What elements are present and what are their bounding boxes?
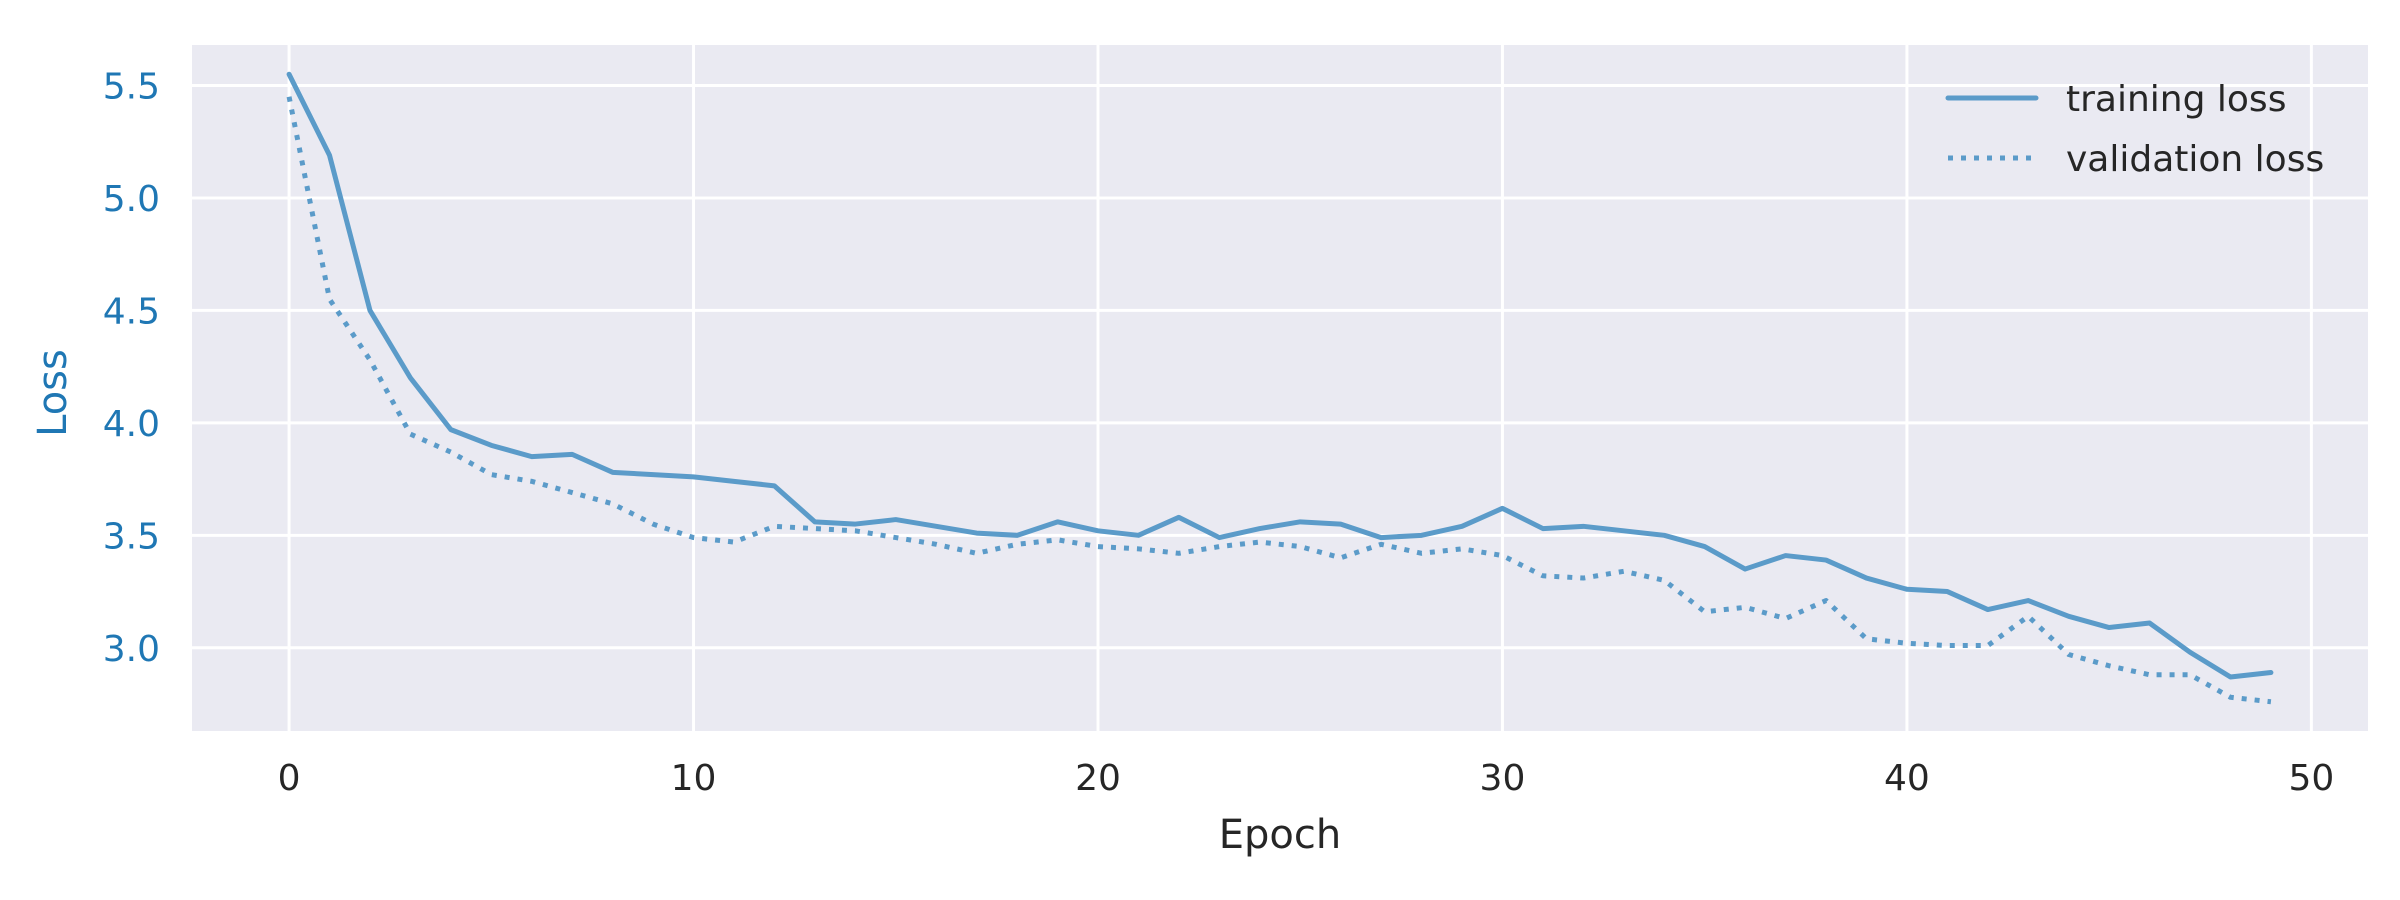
y-tick-label: 3.0 (103, 629, 160, 670)
x-tick-label: 10 (671, 758, 717, 799)
y-tick-label: 5.0 (103, 179, 160, 220)
x-tick-label: 40 (1884, 758, 1930, 799)
y-tick-label: 4.5 (103, 291, 160, 332)
y-tick-labels: 3.0 3.5 4.0 4.5 5.0 5.5 (103, 66, 160, 669)
plot-area (192, 45, 2368, 731)
series-lines (286, 71, 2274, 705)
x-axis-title: Epoch (1219, 812, 1341, 858)
legend-label-training-loss: training loss (2066, 79, 2286, 120)
x-tick-labels: 0 10 20 30 40 50 (278, 758, 2335, 799)
legend-label-validation-loss: validation loss (2066, 139, 2324, 180)
y-tick-label: 3.5 (103, 516, 160, 557)
grid-lines (192, 45, 2368, 731)
x-tick-label: 20 (1075, 758, 1121, 799)
x-tick-label: 30 (1480, 758, 1526, 799)
x-tick-label: 50 (2288, 758, 2334, 799)
y-tick-label: 5.5 (103, 66, 160, 107)
legend: training loss validation loss (1945, 79, 2324, 180)
x-tick-label: 0 (278, 758, 301, 799)
y-axis-title: Loss (30, 349, 76, 437)
y-tick-label: 4.0 (103, 404, 160, 445)
series-line-validation-loss (286, 96, 2272, 705)
series-line-training-loss (286, 71, 2274, 680)
